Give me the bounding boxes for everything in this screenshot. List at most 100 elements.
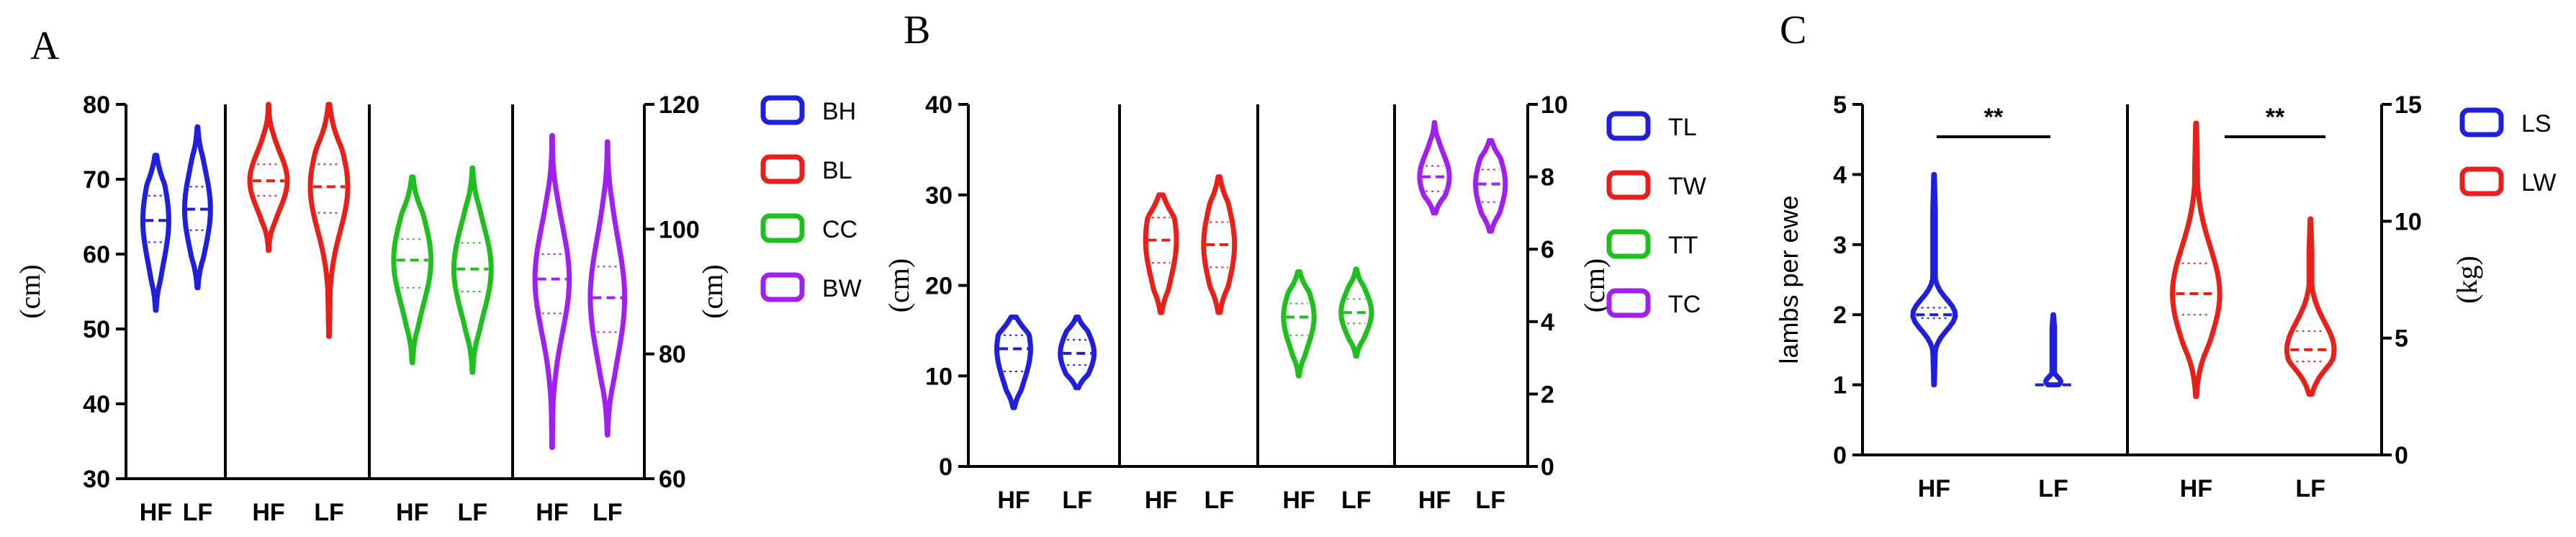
y-tick-label-left: 0 xyxy=(939,453,953,481)
panel-A: A 30 40 50 60 70 80 60 80 100 120 (cm) (cm) HF LF BH HF L… xyxy=(14,24,862,526)
violin-outline xyxy=(1201,174,1238,315)
legend-label: TT xyxy=(1668,232,1698,259)
x-category-label: HF xyxy=(1918,475,1950,502)
y-axis-title-right: (kg) xyxy=(2451,256,2483,304)
x-category-label: LF xyxy=(314,499,344,526)
y-tick-label-left: 4 xyxy=(1833,161,1847,189)
y-tick-label-right: 15 xyxy=(2395,91,2422,119)
y-tick-label-right: 0 xyxy=(1541,453,1554,481)
legend-entry-LS: LS xyxy=(2459,107,2552,137)
x-category-label: HF xyxy=(1145,487,1177,514)
x-category-label: LF xyxy=(1341,487,1372,514)
legend-swatch xyxy=(760,154,805,184)
y-tick-label-left: 0 xyxy=(1833,442,1847,469)
violin-outline xyxy=(140,153,171,313)
violin-outline xyxy=(307,101,351,339)
legend-entry-TT: TT xyxy=(1606,229,1698,259)
legend-entry-TL: TL xyxy=(1606,111,1697,141)
legend-entry-TW: TW xyxy=(1606,170,1706,200)
legend-entry-CC: CC xyxy=(760,213,857,243)
violin-LS-LF xyxy=(2035,312,2072,388)
violin-BL-LF xyxy=(307,101,351,339)
y-tick-label-right: 10 xyxy=(2395,208,2422,235)
legend-swatch xyxy=(1606,170,1651,200)
x-category-label: HF xyxy=(2180,475,2212,502)
violin-TL-HF xyxy=(994,315,1033,410)
legend-swatch xyxy=(2459,166,2504,197)
y-tick-label-left: 40 xyxy=(83,391,110,418)
violin-outline xyxy=(391,174,434,366)
y-tick-label-right: 120 xyxy=(659,91,700,119)
violin-BL-HF xyxy=(247,101,290,253)
x-category-label: HF xyxy=(1282,487,1315,514)
violin-LW-LF xyxy=(2284,216,2337,397)
violin-BH-HF xyxy=(140,153,171,313)
legend-swatch xyxy=(2459,107,2504,137)
y-tick-label-left: 50 xyxy=(83,316,110,343)
y-axis-title-left: (cm) xyxy=(14,264,46,319)
violin-outline xyxy=(451,165,494,375)
y-tick-label-right: 5 xyxy=(2395,325,2408,353)
x-category-label: HF xyxy=(1418,487,1451,514)
legend-label: TW xyxy=(1668,173,1706,200)
violin-outline xyxy=(181,124,213,291)
x-category-label: LF xyxy=(2038,475,2068,502)
x-category-label: LF xyxy=(183,499,213,526)
violin-outline xyxy=(532,132,572,451)
violin-TW-LF xyxy=(1201,174,1238,315)
violin-BW-HF xyxy=(532,132,572,451)
violin-outline xyxy=(1143,192,1179,315)
panel-B: B 0 10 20 30 40 0 2 4 6 8 10 (cm) (cm) HF LF TL HF LF TW HF L… xyxy=(883,8,1706,514)
legend-swatch xyxy=(1606,288,1651,318)
y-axis-title-left: (cm) xyxy=(883,258,915,313)
y-tick-label-left: 30 xyxy=(83,466,110,493)
legend-entry-BL: BL xyxy=(760,154,852,184)
legend-entry-LW: LW xyxy=(2459,166,2556,197)
violin-TC-LF xyxy=(1473,137,1508,234)
panel-label-A: A xyxy=(30,24,60,68)
violin-TT-LF xyxy=(1338,266,1374,359)
y-tick-label-right: 60 xyxy=(659,466,686,493)
legend-swatch xyxy=(760,272,805,302)
legend-entry-BW: BW xyxy=(760,272,862,302)
y-tick-label-left: 1 xyxy=(1833,372,1847,400)
violin-outline xyxy=(2284,216,2337,397)
significance-label: ** xyxy=(2266,104,2285,131)
x-category-label: LF xyxy=(1475,487,1505,514)
y-tick-label-left: 5 xyxy=(1833,91,1847,119)
violin-TT-HF xyxy=(1281,269,1317,379)
violin-BW-LF xyxy=(587,139,628,438)
legend-swatch xyxy=(1606,229,1651,259)
y-tick-label-left: 10 xyxy=(925,363,953,390)
panel-C: C 0 1 2 3 4 5 0 5 10 15 lambs per ewe (kg) HF LF LS HF LF… xyxy=(1774,8,2556,502)
violin-BH-LF xyxy=(181,124,213,291)
violin-LS-HF xyxy=(1910,171,1958,388)
violin-outline xyxy=(1910,171,1958,388)
y-tick-label-left: 20 xyxy=(925,273,953,300)
violin-outline xyxy=(2043,312,2063,388)
y-tick-label-right: 8 xyxy=(1541,164,1554,191)
y-tick-label-right: 2 xyxy=(1541,381,1554,408)
violin-TW-HF xyxy=(1143,192,1179,315)
x-category-label: LF xyxy=(2295,475,2325,502)
legend-label: BH xyxy=(822,98,856,125)
legend-entry-BH: BH xyxy=(760,95,856,125)
y-tick-label-right: 10 xyxy=(1541,91,1568,119)
legend-label: BW xyxy=(822,275,862,302)
y-tick-label-left: 70 xyxy=(83,166,110,194)
y-tick-label-right: 0 xyxy=(2395,442,2408,469)
panel-label-C: C xyxy=(1780,8,1806,53)
y-tick-label-left: 40 xyxy=(925,91,953,119)
y-tick-label-right: 100 xyxy=(659,216,700,243)
violin-TL-LF xyxy=(1058,315,1097,391)
y-axis-title-right: (cm) xyxy=(1578,258,1611,313)
legend-swatch xyxy=(760,95,805,125)
x-category-label: HF xyxy=(396,499,428,526)
violin-TC-HF xyxy=(1417,119,1452,216)
violin-outline xyxy=(994,315,1033,410)
y-tick-label-left: 60 xyxy=(83,241,110,268)
y-tick-label-right: 80 xyxy=(659,341,686,369)
legend-label: CC xyxy=(822,216,857,243)
legend-swatch xyxy=(1606,111,1651,141)
